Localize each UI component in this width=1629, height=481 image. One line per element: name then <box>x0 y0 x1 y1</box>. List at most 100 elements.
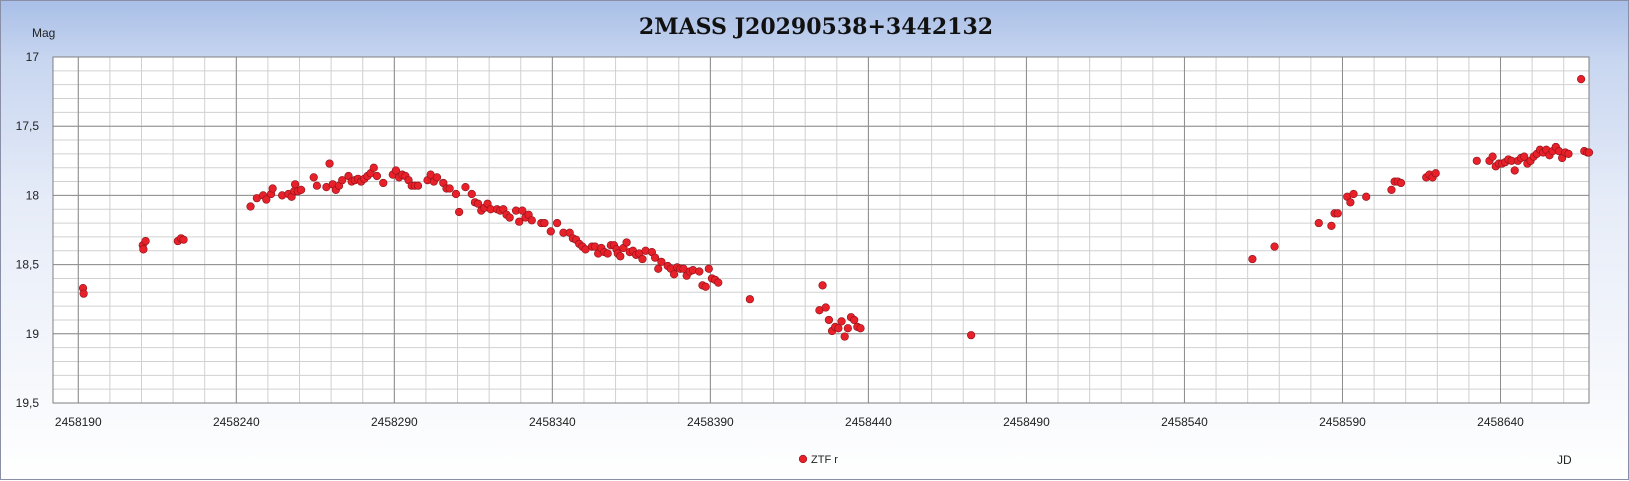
data-point <box>246 202 255 211</box>
x-tick-labels: 2458190 2458240 2458290 2458340 2458390 24584… <box>55 415 1524 429</box>
data-point <box>834 324 843 333</box>
x-tick-label: 2458240 <box>213 415 260 429</box>
data-point <box>695 267 704 276</box>
x-tick-label: 2458390 <box>687 415 734 429</box>
data-point <box>1396 178 1406 188</box>
data-point <box>309 173 318 182</box>
data-point <box>856 324 865 333</box>
chart-title: 2MASS J20290538+3442132 <box>639 14 993 40</box>
data-point <box>654 264 663 273</box>
data-point <box>657 257 666 266</box>
x-tick-label: 2458290 <box>371 415 418 429</box>
data-point <box>527 216 536 225</box>
data-point <box>818 281 827 290</box>
data-point <box>622 238 631 247</box>
data-point <box>546 227 555 236</box>
data-point <box>1488 152 1497 161</box>
data-point <box>391 166 401 175</box>
data-point <box>638 254 647 264</box>
data-point <box>455 207 464 217</box>
legend-marker <box>798 454 808 464</box>
data-point <box>518 206 527 215</box>
plot-background <box>53 57 1589 403</box>
data-point <box>325 159 334 168</box>
data-point <box>714 278 723 287</box>
data-point <box>603 249 612 258</box>
data-point <box>262 195 271 204</box>
data-point <box>461 182 470 192</box>
data-point <box>1248 254 1257 264</box>
data-point <box>745 295 754 304</box>
data-point <box>704 264 713 273</box>
x-tick-label: 2458190 <box>55 415 102 429</box>
data-point <box>1584 148 1594 157</box>
data-point <box>141 236 150 246</box>
grid <box>53 56 1589 404</box>
data-point <box>467 189 476 199</box>
data-point <box>616 252 625 261</box>
y-tick-label: 18,5 <box>16 258 40 272</box>
data-point <box>1472 156 1481 165</box>
data-point <box>1520 152 1529 161</box>
legend-label: ZTF r <box>811 454 838 466</box>
y-tick-label: 19 <box>26 327 40 341</box>
plot-area <box>52 56 1590 404</box>
x-axis-title: JD <box>1557 453 1572 467</box>
y-axis-title: Mag <box>32 26 55 40</box>
data-point <box>268 184 277 193</box>
data-point <box>338 176 347 185</box>
data-point <box>473 199 483 208</box>
data-point <box>540 218 549 228</box>
y-tick-label: 17,5 <box>16 119 40 133</box>
x-tick-label: 2458590 <box>1319 415 1366 429</box>
data-point <box>139 245 148 254</box>
data-point <box>515 217 524 226</box>
data-point <box>850 315 859 325</box>
data-point <box>967 331 976 340</box>
y-tick-labels: 17 17,5 18 18,5 19 19,5 <box>16 50 40 410</box>
data-point <box>1346 198 1355 207</box>
data-point <box>1564 149 1573 158</box>
data-point <box>650 253 660 262</box>
x-tick-label: 2458440 <box>845 415 892 429</box>
data-point <box>505 213 514 222</box>
data-point <box>413 181 423 190</box>
data-point <box>1362 192 1371 201</box>
data-points <box>78 75 1594 341</box>
x-tick-label: 2458540 <box>1161 415 1208 429</box>
data-point <box>1314 218 1323 228</box>
x-tick-label: 2458640 <box>1477 415 1524 429</box>
data-point <box>379 178 388 188</box>
data-point <box>1387 185 1396 194</box>
data-point <box>701 282 710 291</box>
data-point <box>79 289 88 298</box>
legend: ZTF r <box>798 454 838 466</box>
data-point <box>1510 166 1519 175</box>
data-point <box>290 180 300 189</box>
data-point <box>1349 189 1358 199</box>
data-point <box>840 332 849 341</box>
y-tick-label: 17 <box>26 50 40 64</box>
data-point <box>179 235 188 244</box>
data-point <box>369 163 378 172</box>
x-tick-label: 2458490 <box>1003 415 1050 429</box>
data-point <box>821 303 830 312</box>
data-point <box>432 173 442 182</box>
data-point <box>552 218 562 228</box>
data-point <box>451 189 461 199</box>
x-tick-label: 2458340 <box>529 415 576 429</box>
y-tick-label: 18 <box>26 188 40 202</box>
data-point <box>1327 221 1336 230</box>
data-point <box>1333 209 1342 218</box>
data-point <box>669 270 679 279</box>
y-tick-label: 19,5 <box>16 396 40 410</box>
data-point <box>296 185 306 194</box>
data-point <box>837 317 846 326</box>
data-point <box>1576 75 1586 84</box>
data-point <box>1431 169 1440 178</box>
data-point <box>445 184 454 193</box>
data-point <box>824 315 834 325</box>
data-point <box>312 181 322 190</box>
